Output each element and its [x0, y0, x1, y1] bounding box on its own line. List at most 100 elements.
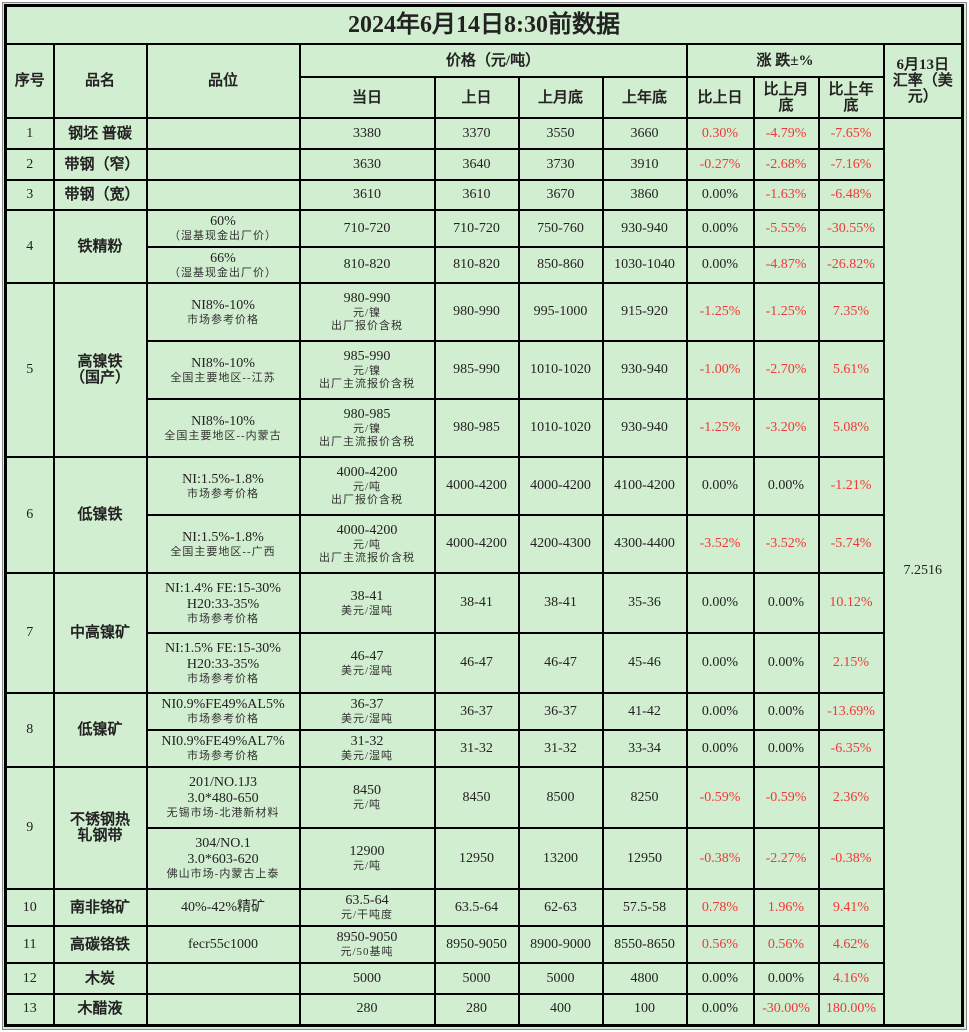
price-last-month-end: 31-32	[517, 729, 604, 768]
price-prev-day: 810-820	[433, 246, 520, 284]
price-last-month-end: 46-47	[517, 632, 604, 694]
change-vs-prev-day: -0.59%	[685, 766, 755, 829]
price-today-cell: 4000-4200 元/吨 出厂主流报价含税	[298, 514, 436, 574]
price-today-cell: 980-985 元/镍 出厂主流报价含税	[298, 398, 436, 458]
price-last-year-end: 8550-8650	[601, 925, 688, 964]
change-vs-last-year: -13.69%	[817, 692, 885, 731]
table-row: 4 铁精粉 60% （湿基现金出厂价） 710-720 710-720 750-760 930…	[4, 209, 963, 284]
price-today: 31-32	[350, 734, 384, 749]
header-today: 当日	[298, 76, 436, 119]
product-name: 低镍铁	[52, 456, 148, 574]
grade-note: （湿基现金出厂价）	[169, 266, 277, 279]
row-seq: 5	[4, 282, 55, 458]
header-name: 品名	[52, 43, 148, 119]
table-row: 6 低镍铁 NI:1.5%-1.8% 市场参考价格 4000-4200 元/吨 出厂报价含税…	[4, 456, 963, 574]
price-prev-day: 4000-4200	[433, 514, 520, 574]
change-vs-last-month: -3.52%	[752, 514, 820, 574]
grade-cell: NI0.9%FE49%AL7% 市场参考价格	[145, 729, 301, 768]
change-vs-last-month: 0.00%	[752, 692, 820, 731]
grade-cell	[145, 993, 301, 1026]
price-last-month-end: 62-63	[517, 888, 604, 927]
price-today: 12900	[349, 844, 385, 859]
change-vs-prev-day: -3.52%	[685, 514, 755, 574]
change-vs-prev-day: 0.00%	[685, 692, 755, 731]
price-today: 810-820	[343, 257, 391, 272]
price-last-year-end: 915-920	[601, 282, 688, 342]
price-table: 2024年6月14日8:30前数据 序号 品名 品位 价格（元/吨） 涨 跌±%…	[4, 4, 964, 1027]
change-vs-last-month: -2.27%	[752, 827, 820, 890]
price-last-year-end: 41-42	[601, 692, 688, 731]
change-vs-prev-day: -1.25%	[685, 282, 755, 342]
change-vs-last-month: -1.63%	[752, 179, 820, 211]
change-vs-last-year: -1.21%	[817, 456, 885, 516]
product-name: 不锈钢热轧钢带	[52, 766, 148, 890]
change-vs-prev-day: 0.00%	[685, 246, 755, 284]
change-vs-last-month: 0.00%	[752, 632, 820, 694]
change-vs-last-year: 7.35%	[817, 282, 885, 342]
price-last-year-end: 4800	[601, 962, 688, 995]
price-today: 63.5-64	[345, 893, 389, 908]
price-last-month-end: 1010-1020	[517, 398, 604, 458]
row-seq: 1	[4, 117, 55, 150]
table-row: 13 木醋液 280 280 400 100 0.00% -30.00% 180.00%	[4, 993, 963, 1026]
row-seq: 2	[4, 148, 55, 181]
change-vs-last-month: -4.87%	[752, 246, 820, 284]
price-prev-day: 8950-9050	[433, 925, 520, 964]
price-unit-note: 元/镍	[352, 365, 382, 377]
price-unit-note: 出厂报价含税	[331, 320, 403, 332]
product-name: 高镍铁（国产）	[52, 282, 148, 458]
change-vs-last-year: 4.16%	[817, 962, 885, 995]
grade-text: H20:33-35%	[186, 656, 260, 672]
price-last-year-end: 8250	[601, 766, 688, 829]
price-today-cell: 4000-4200 元/吨 出厂报价含税	[298, 456, 436, 516]
table-row: 304/NO.1 3.0*603-620 佛山市场-内蒙古上泰 12900 元/吨 129…	[6, 827, 963, 890]
price-today-cell: 31-32 美元/湿吨	[298, 729, 436, 768]
product-name: 带钢（宽）	[52, 179, 148, 211]
grade-text: 3.0*480-650	[187, 791, 259, 806]
change-vs-last-month: -5.55%	[752, 209, 820, 248]
change-vs-last-year: 2.15%	[817, 632, 885, 694]
price-unit-note: 美元/湿吨	[340, 750, 394, 762]
price-prev-day: 38-41	[433, 572, 520, 634]
product-name: 带钢（窄）	[52, 148, 148, 181]
price-today-cell: 280	[298, 993, 436, 1026]
price-unit-note: 元/吨	[352, 539, 382, 551]
grade-text: 304/NO.1	[195, 836, 251, 851]
table-row: 66% （湿基现金出厂价） 810-820 810-820 850-860 1030-10…	[6, 246, 963, 284]
change-vs-last-month: -3.20%	[752, 398, 820, 458]
grade-cell: NI:1.5% FE:15-30% H20:33-35% 市场参考价格	[145, 632, 301, 694]
change-vs-prev-day: 0.00%	[685, 179, 755, 211]
price-today-cell: 3610	[298, 179, 436, 211]
grade-note: 全国主要地区--内蒙古	[164, 429, 282, 442]
price-last-year-end: 4100-4200	[601, 456, 688, 516]
product-name: 中高镍矿	[52, 572, 148, 694]
grade-text: NI:1.5%-1.8%	[182, 529, 264, 545]
grade-text: NI:1.5%-1.8%	[182, 471, 264, 487]
grade-text: 66%	[210, 250, 236, 266]
price-prev-day: 280	[433, 993, 520, 1026]
change-vs-last-year: -7.65%	[817, 117, 885, 150]
grade-text: fecr55c1000	[188, 936, 258, 952]
grade-cell: 304/NO.1 3.0*603-620 佛山市场-内蒙古上泰	[145, 827, 301, 890]
price-today: 5000	[353, 970, 381, 986]
price-last-month-end: 38-41	[517, 572, 604, 634]
price-last-month-end: 3670	[517, 179, 604, 211]
price-unit-note: 美元/湿吨	[340, 604, 394, 617]
grade-cell: NI:1.5%-1.8% 全国主要地区--广西	[145, 514, 301, 574]
price-last-month-end: 1010-1020	[517, 340, 604, 400]
price-today: 38-41	[350, 588, 384, 604]
change-vs-prev-day: -1.25%	[685, 398, 755, 458]
price-today: 985-990	[343, 349, 391, 364]
price-last-month-end: 750-760	[517, 209, 604, 248]
row-seq: 7	[4, 572, 55, 694]
price-prev-day: 3640	[433, 148, 520, 181]
price-today: 280	[356, 1001, 378, 1017]
change-vs-prev-day: 0.78%	[685, 888, 755, 927]
header-seq: 序号	[4, 43, 55, 119]
price-last-month-end: 4000-4200	[517, 456, 604, 516]
price-today-cell: 710-720	[298, 209, 436, 248]
price-prev-day: 36-37	[433, 692, 520, 731]
change-vs-prev-day: 0.00%	[685, 729, 755, 768]
row-seq: 12	[4, 962, 55, 995]
price-today: 4000-4200	[336, 465, 398, 480]
